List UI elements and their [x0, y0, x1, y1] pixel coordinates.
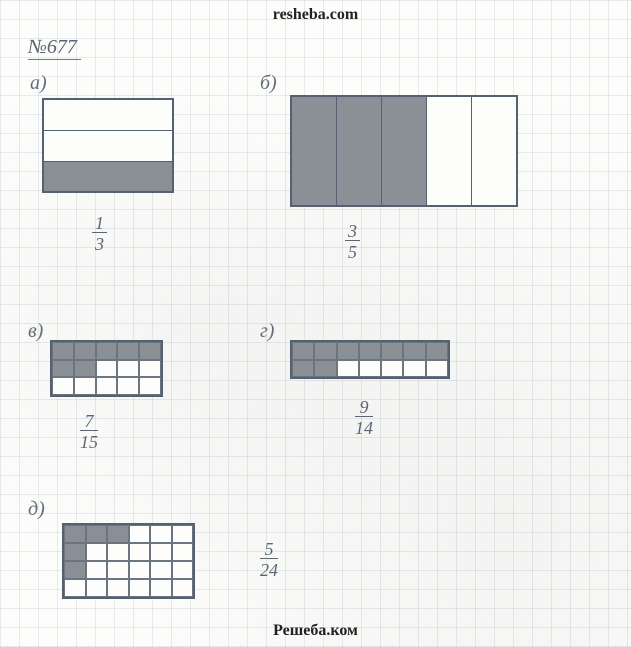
fraction-v-num: 7	[80, 412, 98, 431]
fraction-d-num: 5	[260, 540, 278, 559]
figV-grid	[52, 342, 161, 395]
figB-col-4	[426, 97, 471, 205]
figure-d	[62, 523, 195, 599]
fraction-d-den: 24	[260, 559, 278, 579]
header-domain: resheba.com	[0, 6, 631, 24]
fraction-b-num: 3	[345, 222, 360, 241]
fraction-a-den: 3	[92, 233, 107, 253]
fraction-d: 5 24	[260, 540, 278, 579]
figA-row-3-shaded	[44, 161, 172, 191]
fraction-g: 9 14	[355, 398, 373, 437]
fraction-b-den: 5	[345, 241, 360, 261]
label-a: а)	[30, 72, 47, 95]
label-g: г)	[260, 320, 274, 343]
label-d: д)	[28, 498, 45, 521]
label-b: б)	[260, 72, 277, 95]
page: resheba.com Решеба.ком №677 а) 1 3 б) 3 …	[0, 0, 631, 647]
figB-col-2-shaded	[336, 97, 381, 205]
figA-row-1	[44, 100, 172, 130]
fraction-a-num: 1	[92, 214, 107, 233]
fraction-v-den: 15	[80, 431, 98, 451]
figB-col-5	[471, 97, 516, 205]
figA-row-2	[44, 130, 172, 160]
fraction-v: 7 15	[80, 412, 98, 451]
fraction-g-den: 14	[355, 417, 373, 437]
figure-g	[290, 340, 450, 379]
fraction-b: 3 5	[345, 222, 360, 261]
figure-b	[290, 95, 518, 207]
problem-number: №677	[28, 36, 81, 60]
fraction-g-num: 9	[355, 398, 373, 417]
figure-v	[50, 340, 163, 397]
footer-domain: Решеба.ком	[0, 622, 631, 640]
figB-col-1-shaded	[292, 97, 336, 205]
figure-a	[42, 98, 174, 193]
figD-grid	[64, 525, 193, 597]
figG-grid	[292, 342, 448, 377]
figB-col-3-shaded	[381, 97, 426, 205]
label-v: в)	[28, 320, 43, 343]
fraction-a: 1 3	[92, 214, 107, 253]
